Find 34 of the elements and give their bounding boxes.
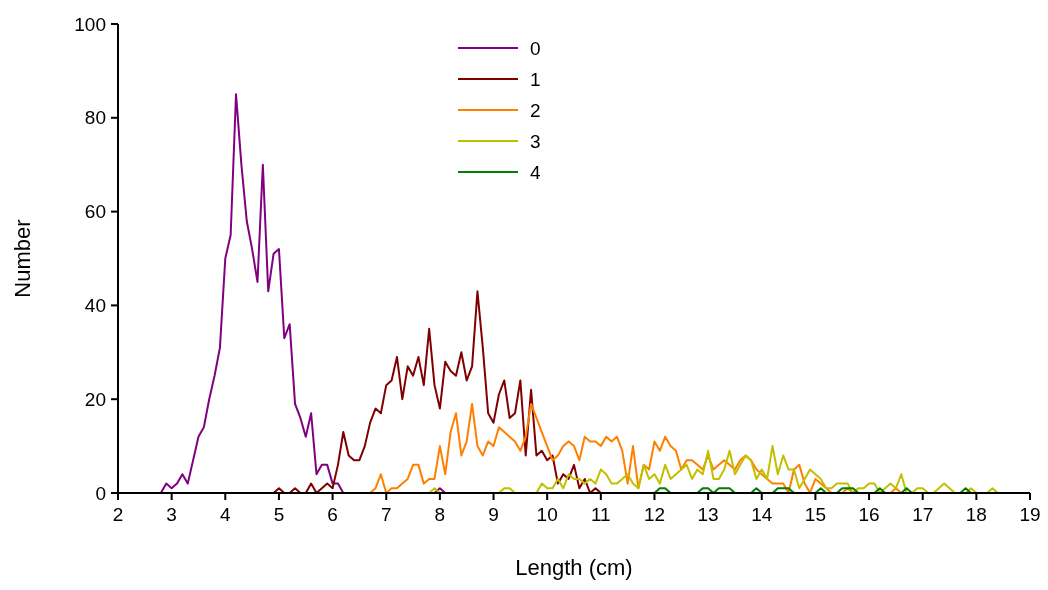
legend-label: 2 bbox=[530, 99, 541, 121]
x-tick-label: 4 bbox=[220, 504, 232, 525]
x-tick-label: 15 bbox=[804, 504, 826, 525]
y-tick-label: 80 bbox=[84, 107, 106, 129]
x-tick-label: 3 bbox=[166, 504, 177, 525]
x-tick-label: 13 bbox=[697, 504, 719, 525]
y-axis-title: Number bbox=[10, 219, 35, 298]
x-tick-label: 7 bbox=[380, 504, 392, 525]
x-tick-label: 6 bbox=[327, 504, 338, 525]
x-axis-title: Length (cm) bbox=[515, 555, 633, 580]
x-tick-label: 9 bbox=[488, 504, 499, 525]
legend-label: 4 bbox=[530, 161, 541, 183]
legend-label: 1 bbox=[530, 68, 541, 90]
x-tick-label: 2 bbox=[112, 504, 124, 525]
x-tick-label: 18 bbox=[965, 504, 987, 525]
line-series bbox=[272, 290, 602, 494]
y-tick-label: 0 bbox=[95, 482, 106, 504]
legend-label: 3 bbox=[530, 130, 541, 152]
x-tick-label: 11 bbox=[590, 504, 611, 525]
line-series bbox=[428, 445, 999, 494]
y-tick-label: 40 bbox=[84, 295, 106, 317]
y-tick-label: 100 bbox=[74, 13, 106, 35]
y-tick-label: 60 bbox=[84, 201, 106, 223]
legend-label: 0 bbox=[530, 37, 541, 59]
x-tick-label: 5 bbox=[273, 504, 285, 525]
x-tick-label: 8 bbox=[434, 504, 446, 525]
x-tick-label: 17 bbox=[912, 504, 934, 525]
line-series bbox=[159, 93, 447, 494]
y-tick-label: 20 bbox=[84, 388, 106, 410]
x-tick-label: 16 bbox=[858, 504, 880, 525]
x-tick-label: 12 bbox=[643, 504, 666, 525]
x-tick-label: 14 bbox=[751, 504, 773, 525]
x-tick-label: 10 bbox=[536, 504, 558, 525]
x-tick-label: 19 bbox=[1019, 504, 1041, 525]
